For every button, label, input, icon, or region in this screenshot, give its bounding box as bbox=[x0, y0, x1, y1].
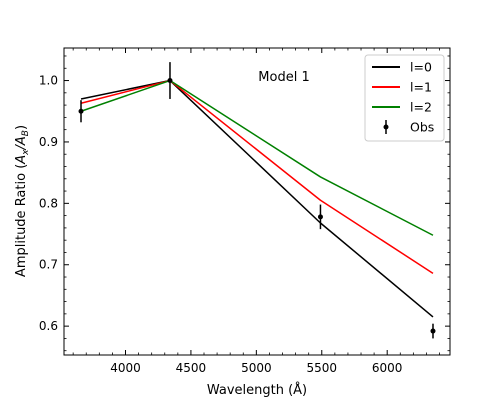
x-tick-label: 5000 bbox=[241, 361, 272, 375]
legend-label: l=0 bbox=[410, 60, 432, 75]
plot-frame bbox=[63, 47, 451, 356]
x-tick-label: 6000 bbox=[372, 361, 403, 375]
y-axis-title-ax: A bbox=[14, 155, 29, 165]
obs-point bbox=[317, 214, 323, 220]
series-line-l0 bbox=[80, 79, 434, 318]
obs-point bbox=[430, 328, 436, 334]
y-axis-title-x-sub: x bbox=[21, 149, 31, 156]
x-tick-label: 5500 bbox=[306, 361, 337, 375]
x-axis-title: Wavelength (Å) bbox=[207, 382, 307, 398]
legend-label: l=1 bbox=[410, 80, 432, 95]
series-line-l2 bbox=[80, 79, 434, 236]
y-axis-title-slash: /A bbox=[14, 136, 29, 150]
y-axis-title-prefix: Amplitude Ratio ( bbox=[14, 164, 29, 277]
legend-label: l=2 bbox=[410, 100, 432, 115]
obs-point bbox=[78, 108, 84, 114]
y-axis-title: Amplitude Ratio (Ax/AB) bbox=[14, 125, 31, 277]
major-ticks bbox=[64, 48, 450, 355]
series-lines bbox=[80, 79, 434, 318]
x-tick-label: 4500 bbox=[176, 361, 207, 375]
series-line-l1 bbox=[80, 79, 434, 274]
model-annotation: Model 1 bbox=[258, 70, 309, 85]
x-tick-label: 4000 bbox=[110, 361, 141, 375]
y-tick-label: 0.8 bbox=[39, 196, 58, 210]
y-tick-label: 0.6 bbox=[39, 319, 58, 333]
y-tick-label: 1.0 bbox=[39, 74, 58, 88]
y-axis-title-close: ) bbox=[14, 125, 29, 130]
y-tick-label: 0.9 bbox=[39, 135, 58, 149]
y-axis-title-b-sub: B bbox=[21, 130, 31, 136]
legend-marker-obs-point bbox=[383, 124, 389, 130]
observations bbox=[78, 62, 436, 339]
obs-point bbox=[167, 78, 173, 84]
legend-label: Obs bbox=[410, 120, 434, 135]
legend: l=0 l=1 l=2 Obs bbox=[364, 54, 445, 142]
tick-labels: 4000 4500 5000 5500 6000 0.6 0.7 0.8 0.9 1.0 bbox=[39, 74, 403, 375]
legend-box bbox=[364, 54, 445, 142]
y-tick-label: 0.7 bbox=[39, 258, 58, 272]
